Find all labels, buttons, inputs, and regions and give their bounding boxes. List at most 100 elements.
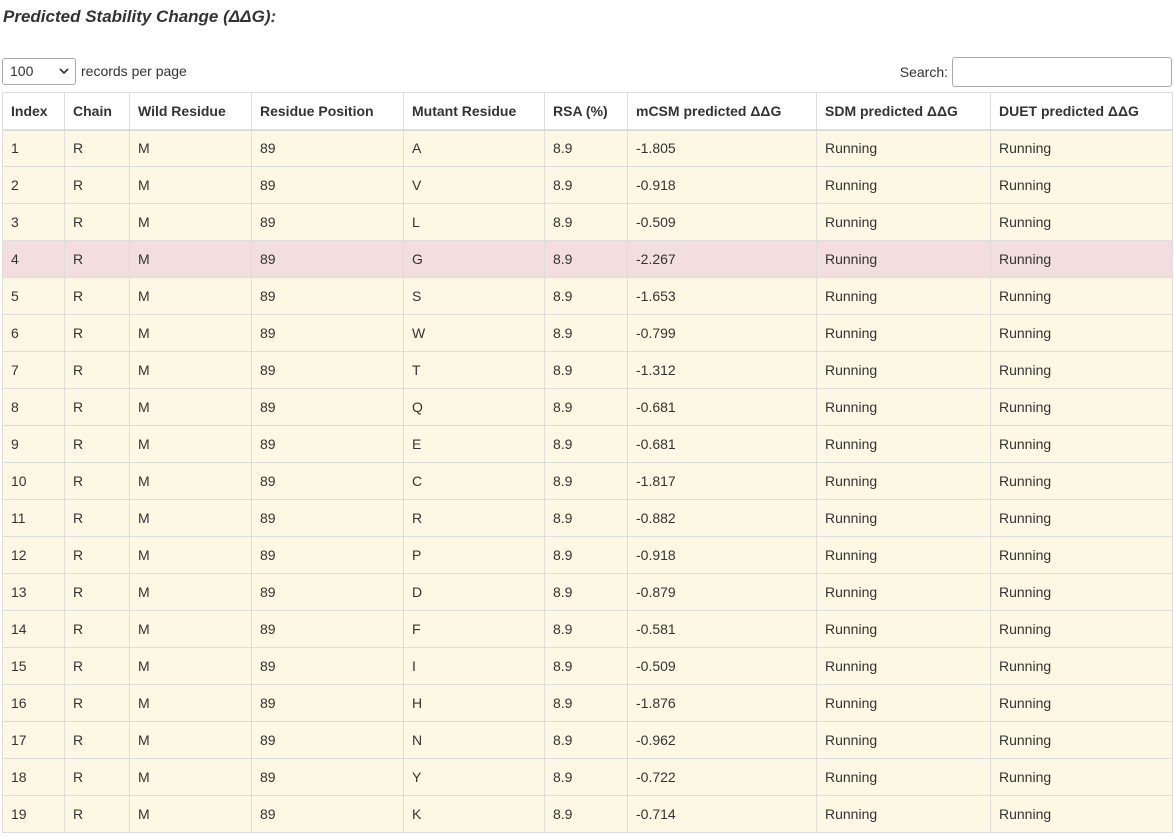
cell-duet-ddg: Running — [990, 314, 1173, 352]
cell-duet-ddg: Running — [990, 351, 1173, 389]
header-residue-position[interactable]: Residue Position — [251, 92, 404, 131]
cell-rsa: 8.9 — [544, 129, 628, 167]
cell-wild-residue: M — [129, 166, 252, 204]
cell-wild-residue: M — [129, 610, 252, 648]
table-row: 3 R M 89 L 8.9 -0.509 Running Running — [2, 203, 1173, 241]
header-duet-ddg[interactable]: DUET predicted ΔΔG — [990, 92, 1173, 131]
table-row: 17 R M 89 N 8.9 -0.962 Running Running — [2, 721, 1173, 759]
cell-sdm-ddg: Running — [816, 240, 991, 278]
cell-sdm-ddg: Running — [816, 536, 991, 574]
cell-sdm-ddg: Running — [816, 277, 991, 315]
table-row: 12 R M 89 P 8.9 -0.918 Running Running — [2, 536, 1173, 574]
cell-residue-position: 89 — [251, 277, 404, 315]
cell-wild-residue: M — [129, 462, 252, 500]
cell-index: 17 — [2, 721, 65, 759]
cell-index: 19 — [2, 795, 65, 833]
cell-duet-ddg: Running — [990, 240, 1173, 278]
header-mcsm-ddg[interactable]: mCSM predicted ΔΔG — [627, 92, 817, 131]
header-sdm-ddg[interactable]: SDM predicted ΔΔG — [816, 92, 991, 131]
table-row: 4 R M 89 G 8.9 -2.267 Running Running — [2, 240, 1173, 278]
table-row: 19 R M 89 K 8.9 -0.714 Running Running — [2, 795, 1173, 833]
table-header-row: Index Chain Wild Residue Residue Positio… — [2, 92, 1173, 131]
cell-rsa: 8.9 — [544, 462, 628, 500]
cell-duet-ddg: Running — [990, 721, 1173, 759]
cell-wild-residue: M — [129, 388, 252, 426]
cell-mutant-residue: K — [403, 795, 545, 833]
cell-index: 1 — [2, 129, 65, 167]
cell-residue-position: 89 — [251, 684, 404, 722]
header-rsa[interactable]: RSA (%) — [544, 92, 628, 131]
cell-index: 18 — [2, 758, 65, 796]
cell-mcsm-ddg: -0.509 — [627, 647, 817, 685]
header-mutant-residue[interactable]: Mutant Residue — [403, 92, 545, 131]
table-row: 2 R M 89 V 8.9 -0.918 Running Running — [2, 166, 1173, 204]
cell-index: 16 — [2, 684, 65, 722]
cell-duet-ddg: Running — [990, 795, 1173, 833]
cell-rsa: 8.9 — [544, 795, 628, 833]
cell-residue-position: 89 — [251, 536, 404, 574]
cell-chain: R — [64, 462, 130, 500]
records-per-page-select[interactable]: 100 — [2, 57, 76, 85]
cell-rsa: 8.9 — [544, 351, 628, 389]
cell-sdm-ddg: Running — [816, 721, 991, 759]
cell-mutant-residue: Y — [403, 758, 545, 796]
cell-mutant-residue: T — [403, 351, 545, 389]
cell-residue-position: 89 — [251, 795, 404, 833]
cell-residue-position: 89 — [251, 721, 404, 759]
cell-rsa: 8.9 — [544, 240, 628, 278]
cell-mcsm-ddg: -1.817 — [627, 462, 817, 500]
cell-chain: R — [64, 795, 130, 833]
cell-sdm-ddg: Running — [816, 314, 991, 352]
cell-chain: R — [64, 573, 130, 611]
search-input[interactable] — [952, 57, 1172, 87]
table-row: 8 R M 89 Q 8.9 -0.681 Running Running — [2, 388, 1173, 426]
cell-index: 15 — [2, 647, 65, 685]
cell-wild-residue: M — [129, 314, 252, 352]
cell-mcsm-ddg: -0.918 — [627, 166, 817, 204]
cell-chain: R — [64, 721, 130, 759]
cell-wild-residue: M — [129, 758, 252, 796]
cell-residue-position: 89 — [251, 240, 404, 278]
table-row: 6 R M 89 W 8.9 -0.799 Running Running — [2, 314, 1173, 352]
cell-duet-ddg: Running — [990, 166, 1173, 204]
cell-mcsm-ddg: -0.962 — [627, 721, 817, 759]
cell-rsa: 8.9 — [544, 647, 628, 685]
cell-sdm-ddg: Running — [816, 610, 991, 648]
cell-residue-position: 89 — [251, 425, 404, 463]
header-chain[interactable]: Chain — [64, 92, 130, 131]
cell-duet-ddg: Running — [990, 462, 1173, 500]
cell-wild-residue: M — [129, 721, 252, 759]
cell-rsa: 8.9 — [544, 573, 628, 611]
cell-mutant-residue: S — [403, 277, 545, 315]
cell-mutant-residue: V — [403, 166, 545, 204]
cell-chain: R — [64, 166, 130, 204]
search-label: Search: — [899, 64, 948, 80]
cell-sdm-ddg: Running — [816, 388, 991, 426]
table-row: 13 R M 89 D 8.9 -0.879 Running Running — [2, 573, 1173, 611]
cell-index: 4 — [2, 240, 65, 278]
cell-duet-ddg: Running — [990, 573, 1173, 611]
cell-sdm-ddg: Running — [816, 499, 991, 537]
cell-index: 14 — [2, 610, 65, 648]
cell-sdm-ddg: Running — [816, 647, 991, 685]
header-index[interactable]: Index — [2, 92, 65, 131]
cell-mutant-residue: I — [403, 647, 545, 685]
cell-index: 13 — [2, 573, 65, 611]
cell-chain: R — [64, 647, 130, 685]
cell-mcsm-ddg: -0.722 — [627, 758, 817, 796]
cell-mutant-residue: G — [403, 240, 545, 278]
cell-residue-position: 89 — [251, 499, 404, 537]
table-search-control: Search: — [900, 57, 1172, 87]
cell-index: 12 — [2, 536, 65, 574]
header-wild-residue[interactable]: Wild Residue — [129, 92, 252, 131]
table-row: 9 R M 89 E 8.9 -0.681 Running Running — [2, 425, 1173, 463]
cell-rsa: 8.9 — [544, 721, 628, 759]
cell-duet-ddg: Running — [990, 388, 1173, 426]
cell-wild-residue: M — [129, 499, 252, 537]
cell-chain: R — [64, 684, 130, 722]
cell-mcsm-ddg: -0.879 — [627, 573, 817, 611]
cell-mutant-residue: W — [403, 314, 545, 352]
cell-rsa: 8.9 — [544, 388, 628, 426]
cell-wild-residue: M — [129, 351, 252, 389]
cell-index: 7 — [2, 351, 65, 389]
